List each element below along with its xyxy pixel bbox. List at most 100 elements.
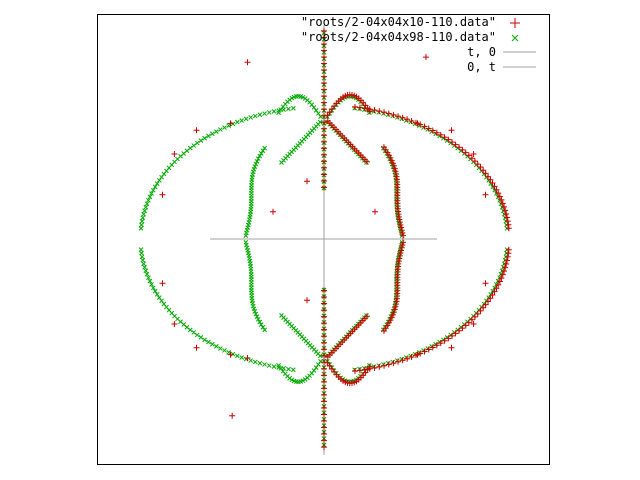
- red-point: [390, 111, 397, 118]
- green-point: [271, 364, 277, 369]
- red-point: [321, 73, 327, 80]
- red-point: [364, 105, 371, 112]
- green-point: [276, 363, 281, 368]
- red-point: [459, 325, 466, 332]
- red-point: [397, 250, 404, 257]
- red-point: [366, 363, 373, 370]
- red-point: [470, 321, 477, 327]
- green-point: [254, 314, 260, 320]
- green-point: [252, 308, 258, 314]
- red-point: [462, 322, 469, 329]
- red-point: [321, 411, 327, 418]
- green-point: [138, 226, 144, 231]
- green-point: [222, 125, 227, 130]
- red-point: [321, 444, 327, 451]
- legend-label-series-2: "roots/2-04x04x98-110.data": [301, 30, 496, 44]
- green-point: [156, 178, 162, 183]
- green-point: [184, 324, 190, 330]
- red-point: [477, 307, 484, 314]
- red-point: [321, 34, 327, 41]
- red-point: [321, 86, 327, 93]
- green-point: [252, 113, 258, 119]
- red-point: [387, 154, 394, 161]
- red-point: [321, 404, 327, 411]
- red-point: [171, 151, 178, 157]
- red-point: [471, 158, 478, 165]
- green-point: [388, 158, 394, 164]
- red-point: [470, 151, 477, 157]
- red-point: [321, 385, 327, 392]
- red-point: [504, 257, 511, 264]
- red-point: [376, 108, 383, 115]
- red-point: [445, 136, 452, 143]
- red-point: [462, 149, 469, 156]
- red-point: [159, 191, 166, 198]
- legend-marker-series-2: [511, 34, 519, 42]
- red-point: [504, 218, 511, 225]
- red-point: [482, 191, 489, 198]
- red-point: [244, 59, 251, 66]
- red-point: [448, 332, 455, 339]
- red-point: [398, 247, 405, 254]
- green-point: [144, 201, 150, 207]
- red-point: [193, 127, 200, 134]
- red-point: [498, 196, 505, 203]
- green-point: [206, 133, 211, 139]
- red-point: [395, 358, 402, 365]
- red-point: [474, 161, 481, 168]
- red-point: [321, 424, 327, 431]
- red-point: [493, 285, 500, 292]
- red-point: [321, 47, 327, 54]
- red-point: [391, 165, 398, 172]
- green-point: [317, 353, 323, 359]
- red-point: [356, 367, 363, 374]
- green-point: [252, 359, 258, 365]
- red-point: [159, 280, 166, 287]
- red-point: [321, 431, 327, 438]
- red-point: [193, 344, 200, 351]
- green-point: [316, 362, 321, 367]
- green-point: [262, 362, 267, 367]
- red-point: [505, 221, 512, 228]
- red-point: [398, 244, 405, 251]
- red-point: [321, 437, 327, 444]
- red-point: [489, 180, 496, 187]
- green-point: [271, 109, 277, 114]
- red-point: [385, 361, 392, 368]
- red-point: [364, 366, 371, 373]
- green-point: [278, 107, 284, 112]
- green-point: [243, 116, 249, 122]
- green-point: [290, 105, 296, 111]
- red-point: [321, 287, 327, 294]
- red-point: [429, 127, 436, 134]
- red-point: [390, 360, 397, 367]
- green-point: [257, 319, 263, 325]
- green-point: [254, 158, 260, 164]
- red-point: [372, 208, 378, 215]
- green-point: [143, 268, 149, 274]
- red-point: [421, 348, 428, 355]
- green-point: [213, 344, 219, 349]
- red-point: [392, 303, 399, 310]
- red-point: [388, 157, 395, 164]
- red-point: [321, 80, 327, 87]
- red-point: [321, 378, 327, 385]
- red-point: [380, 144, 387, 151]
- red-point: [465, 152, 472, 159]
- red-point: [321, 119, 327, 126]
- red-point: [417, 350, 424, 357]
- green-point: [209, 341, 215, 347]
- red-point: [321, 313, 327, 320]
- red-point: [227, 351, 234, 358]
- red-point: [389, 311, 396, 318]
- red-point: [321, 106, 327, 113]
- red-point: [388, 314, 395, 321]
- green-point: [139, 222, 144, 228]
- series-red-points: [159, 27, 512, 451]
- red-point: [452, 141, 459, 148]
- green-point: [152, 288, 158, 294]
- plot-border: [97, 14, 550, 465]
- red-point: [321, 60, 327, 67]
- red-point: [404, 116, 411, 123]
- green-point: [194, 332, 200, 338]
